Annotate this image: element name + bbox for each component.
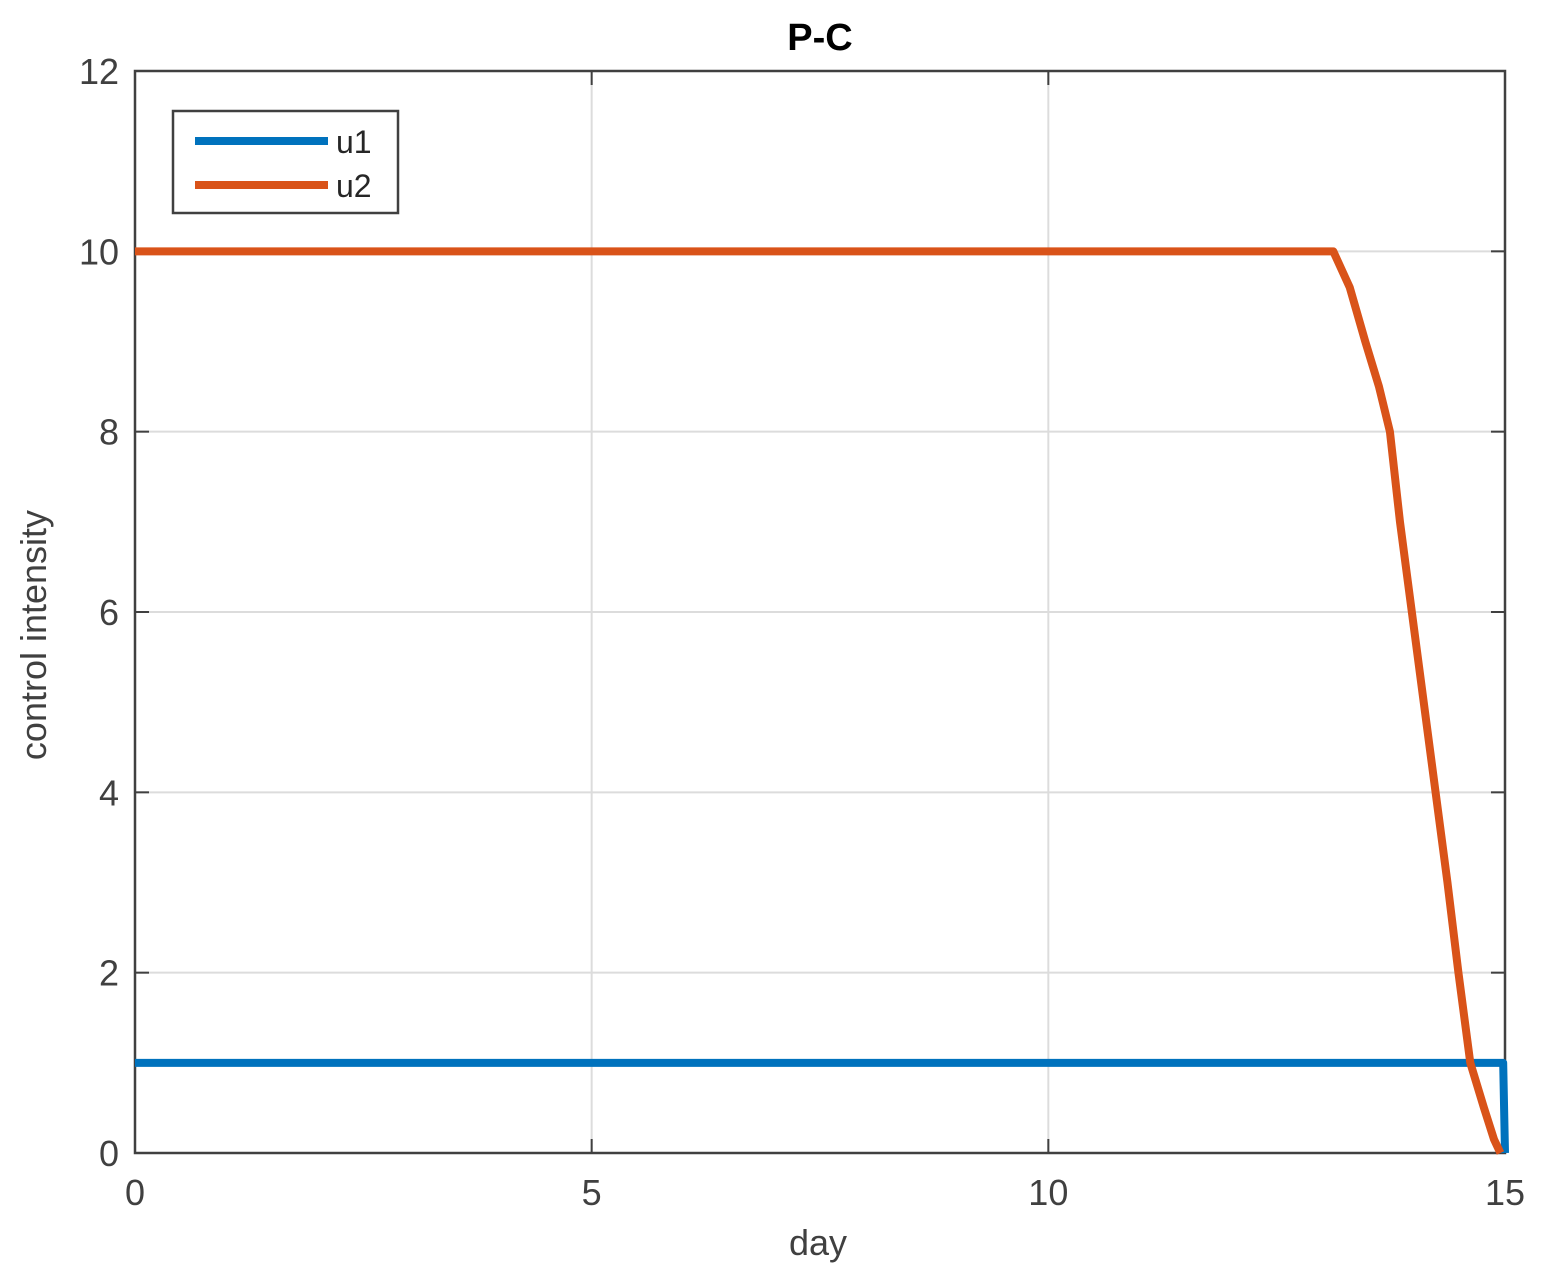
series-line xyxy=(135,247,1505,1155)
y-tick-label: 4 xyxy=(99,772,119,813)
y-tick-label: 10 xyxy=(79,231,119,272)
y-axis-label: control intensity xyxy=(13,510,54,760)
series-line xyxy=(135,1058,1509,1154)
chart-title: P-C xyxy=(787,17,852,59)
x-tick-label: 5 xyxy=(582,1172,602,1213)
y-tick-label: 0 xyxy=(99,1133,119,1174)
x-tick-label: 15 xyxy=(1485,1172,1525,1213)
x-tick-label: 0 xyxy=(125,1172,145,1213)
y-tick-label: 12 xyxy=(79,51,119,92)
y-tick-label: 8 xyxy=(99,412,119,453)
x-tick-label: 10 xyxy=(1028,1172,1068,1213)
legend-label: u2 xyxy=(336,168,372,204)
legend-label: u1 xyxy=(336,124,372,160)
legend-box xyxy=(171,109,400,215)
y-tick-label: 2 xyxy=(99,953,119,994)
plot-frame xyxy=(133,69,1507,1155)
x-axis-label: day xyxy=(789,1222,847,1263)
y-tick-label: 6 xyxy=(99,592,119,633)
